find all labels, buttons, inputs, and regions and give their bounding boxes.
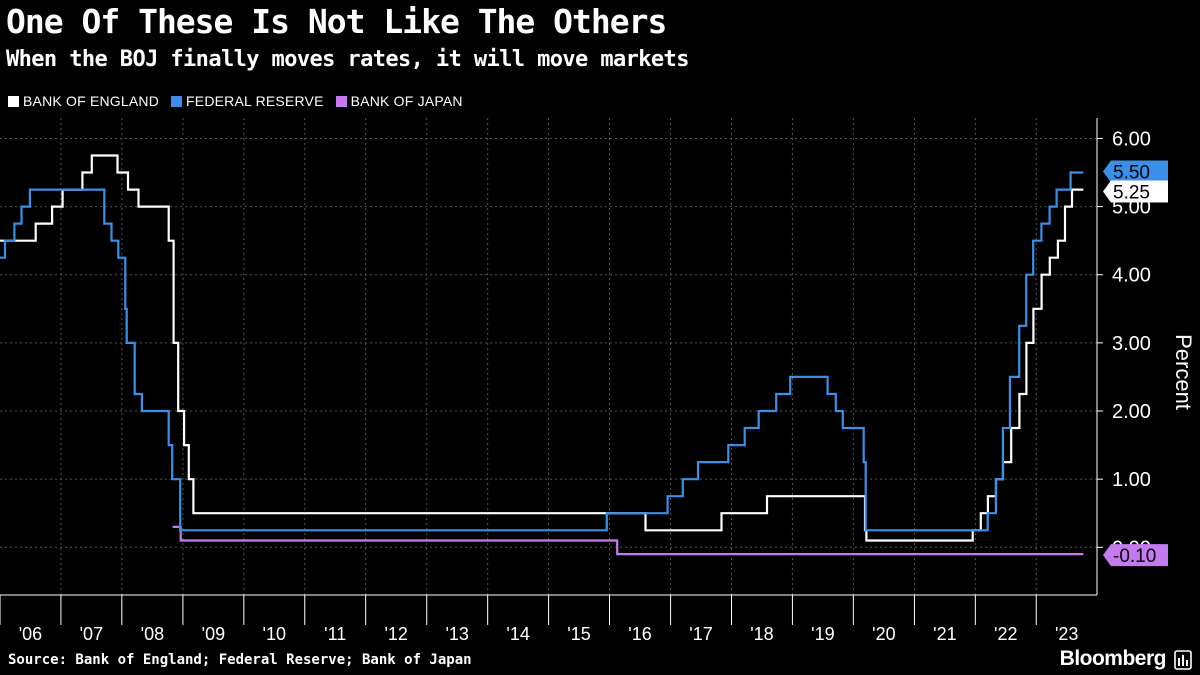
legend-swatch-fed: [171, 95, 183, 107]
x-tick-label: '20: [872, 624, 895, 644]
end-label-text: -0.10: [1113, 546, 1156, 567]
x-tick-label: '07: [80, 624, 103, 644]
end-label-tag: [1103, 180, 1168, 203]
legend-item-boj: BANK OF JAPAN: [335, 93, 463, 109]
x-tick-label: '18: [750, 624, 773, 644]
y-tick-label: 3.00: [1112, 333, 1151, 355]
legend-item-fed: FEDERAL RESERVE: [171, 93, 324, 109]
end-label-tag: [1103, 544, 1168, 567]
series-line-federal-reserve: [0, 171, 1084, 532]
legend-item-boe: BANK OF ENGLAND: [8, 93, 159, 109]
bloomberg-terminal-icon: [1174, 650, 1192, 670]
x-tick-label: '19: [811, 624, 834, 644]
end-label-tag: [1103, 160, 1168, 183]
source-note: Source: Bank of England; Federal Reserve…: [8, 652, 472, 668]
x-tick-label: '11: [324, 624, 346, 644]
y-tick-label: 4.00: [1112, 265, 1151, 287]
x-tick-label: '10: [263, 624, 286, 644]
x-tick-label: '23: [1055, 624, 1078, 644]
x-tick-label: '06: [19, 624, 42, 644]
legend-label-boe: BANK OF ENGLAND: [23, 93, 160, 109]
series-line-bank-of-england: [0, 154, 1084, 542]
end-label-text: 5.25: [1113, 183, 1150, 204]
legend-label-fed: FEDERAL RESERVE: [186, 93, 324, 109]
legend: BANK OF ENGLAND FEDERAL RESERVE BANK OF …: [8, 92, 475, 110]
x-tick-label: '09: [202, 624, 225, 644]
legend-swatch-boj: [335, 95, 347, 107]
x-tick-label: '21: [933, 624, 956, 644]
x-tick-label: '16: [628, 624, 651, 644]
legend-swatch-boe: [8, 95, 19, 107]
y-tick-label: 6.00: [1112, 128, 1151, 150]
x-tick-label: '12: [384, 624, 407, 644]
x-tick-label: '15: [567, 624, 590, 644]
x-tick-label: '13: [445, 624, 468, 644]
x-tick-label: '14: [506, 624, 529, 644]
legend-label-boj: BANK OF JAPAN: [350, 93, 463, 109]
brand-logo: Bloomberg: [1059, 647, 1167, 670]
y-axis-title: Percent: [1171, 334, 1196, 410]
end-label-text: 5.50: [1113, 163, 1150, 184]
chart-title: One Of These Is Not Like The Others: [6, 2, 667, 41]
x-tick-label: '17: [689, 624, 712, 644]
x-tick-label: '08: [141, 624, 164, 644]
x-tick-label: '22: [994, 624, 1017, 644]
chart-subtitle: When the BOJ finally moves rates, it wil…: [6, 47, 689, 72]
y-tick-label: 2.00: [1112, 401, 1151, 423]
y-tick-label: 1.00: [1112, 469, 1151, 491]
